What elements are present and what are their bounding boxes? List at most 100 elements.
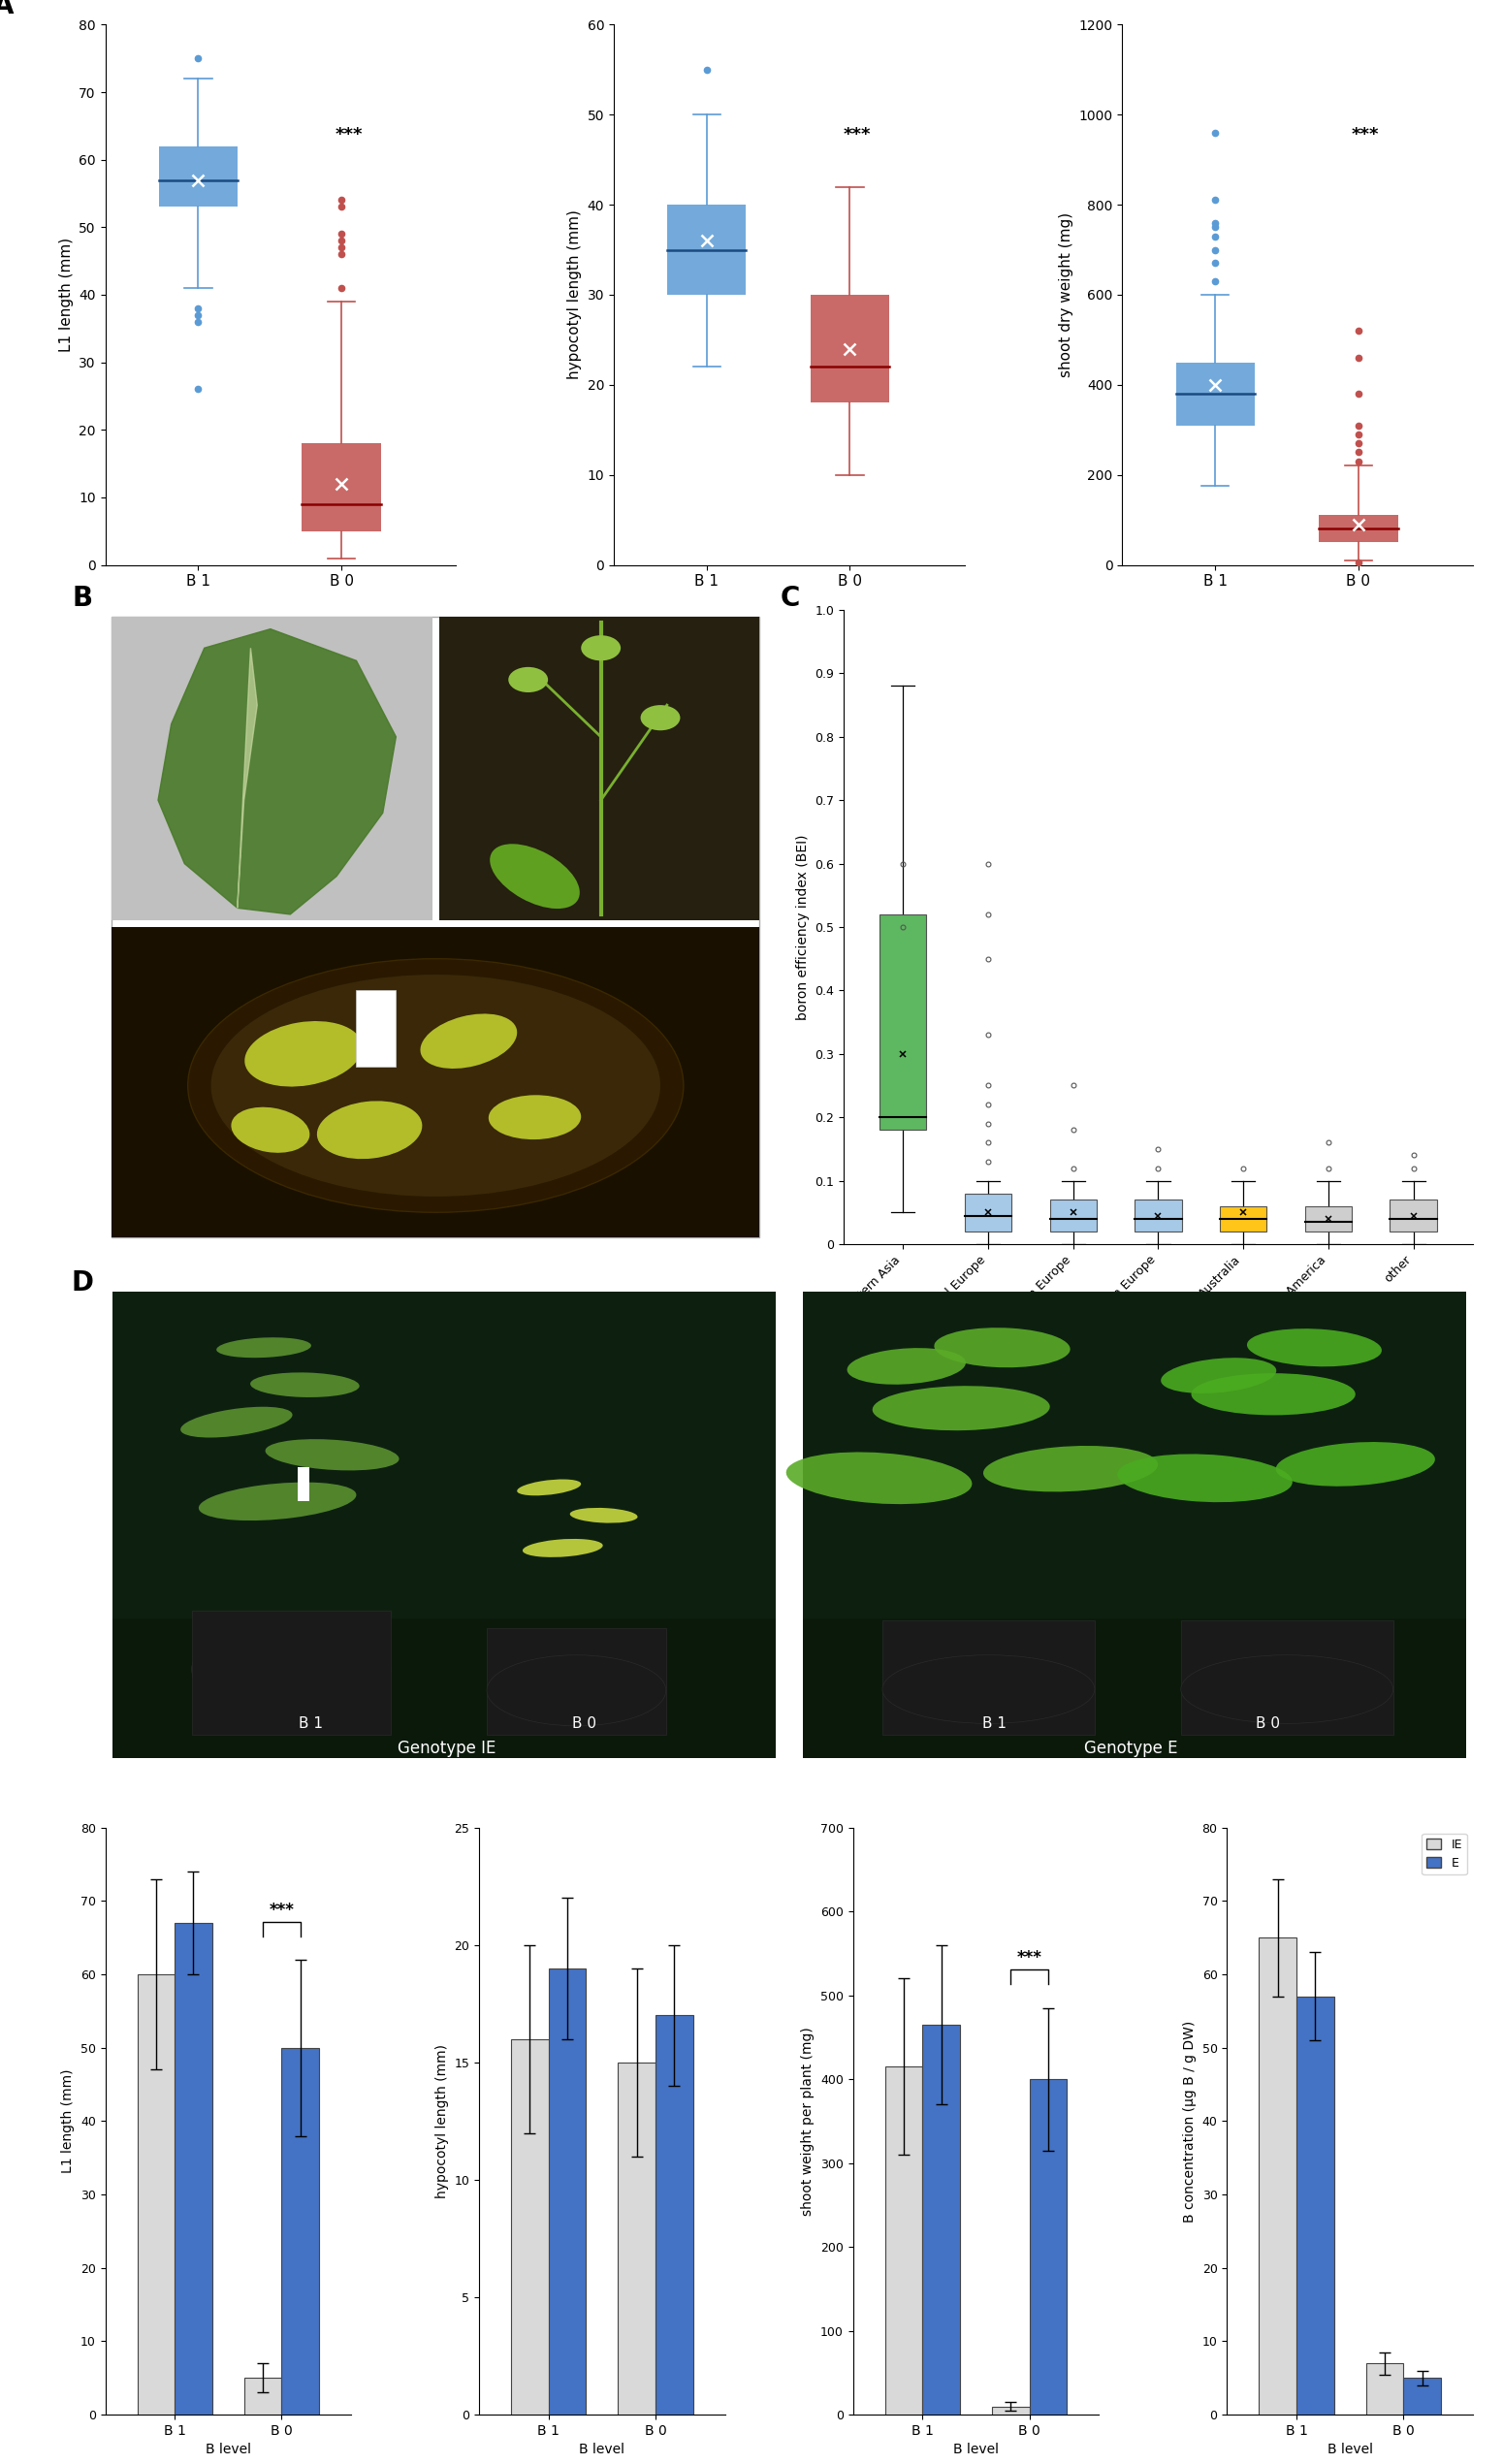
Bar <box>549 1969 586 2415</box>
Ellipse shape <box>266 1439 400 1471</box>
Bar <box>992 2407 1030 2415</box>
Y-axis label: L1 length (mm): L1 length (mm) <box>62 2070 75 2173</box>
Bar <box>137 1974 174 2415</box>
Ellipse shape <box>1117 1454 1293 1503</box>
Ellipse shape <box>935 1328 1070 1368</box>
X-axis label: B level: B level <box>579 2444 625 2457</box>
Text: Genotype E: Genotype E <box>1084 1740 1178 1757</box>
Ellipse shape <box>188 958 684 1212</box>
Bar <box>810 296 890 402</box>
Bar <box>655 2016 693 2415</box>
Ellipse shape <box>497 1082 573 1151</box>
Ellipse shape <box>216 1338 311 1358</box>
Text: Genotype IE: Genotype IE <box>398 1740 496 1757</box>
Text: B 1: B 1 <box>298 1717 323 1732</box>
Y-axis label: hypocotyl length (mm): hypocotyl length (mm) <box>567 209 582 379</box>
Bar <box>192 1611 391 1735</box>
Bar <box>1366 2363 1404 2415</box>
Bar <box>113 1619 776 1757</box>
Text: D: D <box>71 1269 93 1296</box>
Ellipse shape <box>180 1407 293 1437</box>
Ellipse shape <box>249 1372 359 1397</box>
Bar <box>667 205 745 296</box>
Bar <box>174 1922 212 2415</box>
X-axis label: B level: B level <box>953 2444 999 2457</box>
Bar <box>111 926 759 1237</box>
Polygon shape <box>237 648 257 909</box>
Ellipse shape <box>249 1013 358 1094</box>
Bar <box>1030 2080 1067 2415</box>
Ellipse shape <box>210 976 660 1198</box>
Text: ***: *** <box>335 126 362 143</box>
Bar <box>882 1621 1094 1735</box>
Bar <box>487 1629 666 1735</box>
Ellipse shape <box>490 843 580 909</box>
Text: ***: *** <box>1018 1949 1042 1966</box>
Bar <box>1049 1200 1097 1232</box>
Bar <box>1390 1200 1437 1232</box>
Legend: IE, E: IE, E <box>1422 1833 1467 1875</box>
Bar <box>1220 1205 1267 1232</box>
Bar <box>245 2378 281 2415</box>
Text: A: A <box>0 0 14 20</box>
Ellipse shape <box>192 1624 391 1712</box>
Text: ***: *** <box>269 1902 295 1919</box>
Ellipse shape <box>882 1656 1094 1722</box>
Text: ***: *** <box>843 126 870 143</box>
Ellipse shape <box>983 1446 1157 1491</box>
Ellipse shape <box>234 1101 305 1158</box>
Bar <box>885 2067 923 2415</box>
Y-axis label: boron efficiency index (BEI): boron efficiency index (BEI) <box>795 835 809 1020</box>
Bar <box>1260 1937 1297 2415</box>
Ellipse shape <box>1247 1328 1381 1368</box>
Bar <box>511 2038 549 2415</box>
Text: B: B <box>72 584 93 611</box>
Bar <box>159 145 237 207</box>
X-axis label: B level: B level <box>206 2444 251 2457</box>
Ellipse shape <box>848 1348 966 1385</box>
Bar <box>618 2062 655 2415</box>
Y-axis label: L1 length (mm): L1 length (mm) <box>59 237 74 352</box>
Y-axis label: B concentration (μg B / g DW): B concentration (μg B / g DW) <box>1183 2020 1196 2223</box>
Bar <box>1297 1996 1333 2415</box>
Ellipse shape <box>1181 1656 1393 1722</box>
Ellipse shape <box>640 705 681 729</box>
Ellipse shape <box>198 1483 356 1520</box>
Bar <box>356 991 395 1067</box>
Text: B 0: B 0 <box>1255 1717 1281 1732</box>
Bar <box>1181 1621 1393 1735</box>
Ellipse shape <box>523 1540 603 1557</box>
Text: ***: *** <box>1351 126 1380 143</box>
Bar <box>803 1291 1465 1757</box>
Bar <box>113 1291 776 1757</box>
Ellipse shape <box>422 1010 516 1072</box>
Ellipse shape <box>1192 1372 1356 1414</box>
Text: B 0: B 0 <box>571 1717 597 1732</box>
Y-axis label: hypocotyl length (mm): hypocotyl length (mm) <box>436 2045 449 2198</box>
Bar <box>439 616 759 922</box>
Bar <box>1175 362 1255 426</box>
Ellipse shape <box>487 1656 666 1725</box>
Bar <box>1305 1205 1351 1232</box>
Bar <box>965 1193 1012 1232</box>
Bar <box>111 616 433 922</box>
Ellipse shape <box>1160 1358 1276 1392</box>
Ellipse shape <box>570 1508 637 1523</box>
Ellipse shape <box>582 636 621 660</box>
Text: C: C <box>780 584 800 611</box>
Bar <box>281 2048 319 2415</box>
Bar <box>298 1466 310 1501</box>
Ellipse shape <box>508 668 549 692</box>
Bar <box>923 2025 960 2415</box>
Ellipse shape <box>317 1099 421 1161</box>
Text: B 1: B 1 <box>981 1717 1007 1732</box>
Ellipse shape <box>517 1478 582 1496</box>
Ellipse shape <box>1276 1441 1435 1486</box>
Ellipse shape <box>872 1385 1051 1432</box>
Polygon shape <box>158 628 395 914</box>
Bar <box>1320 515 1398 542</box>
Bar <box>1404 2378 1441 2415</box>
Bar <box>803 1619 1465 1757</box>
Bar <box>1135 1200 1181 1232</box>
Bar <box>302 444 380 532</box>
